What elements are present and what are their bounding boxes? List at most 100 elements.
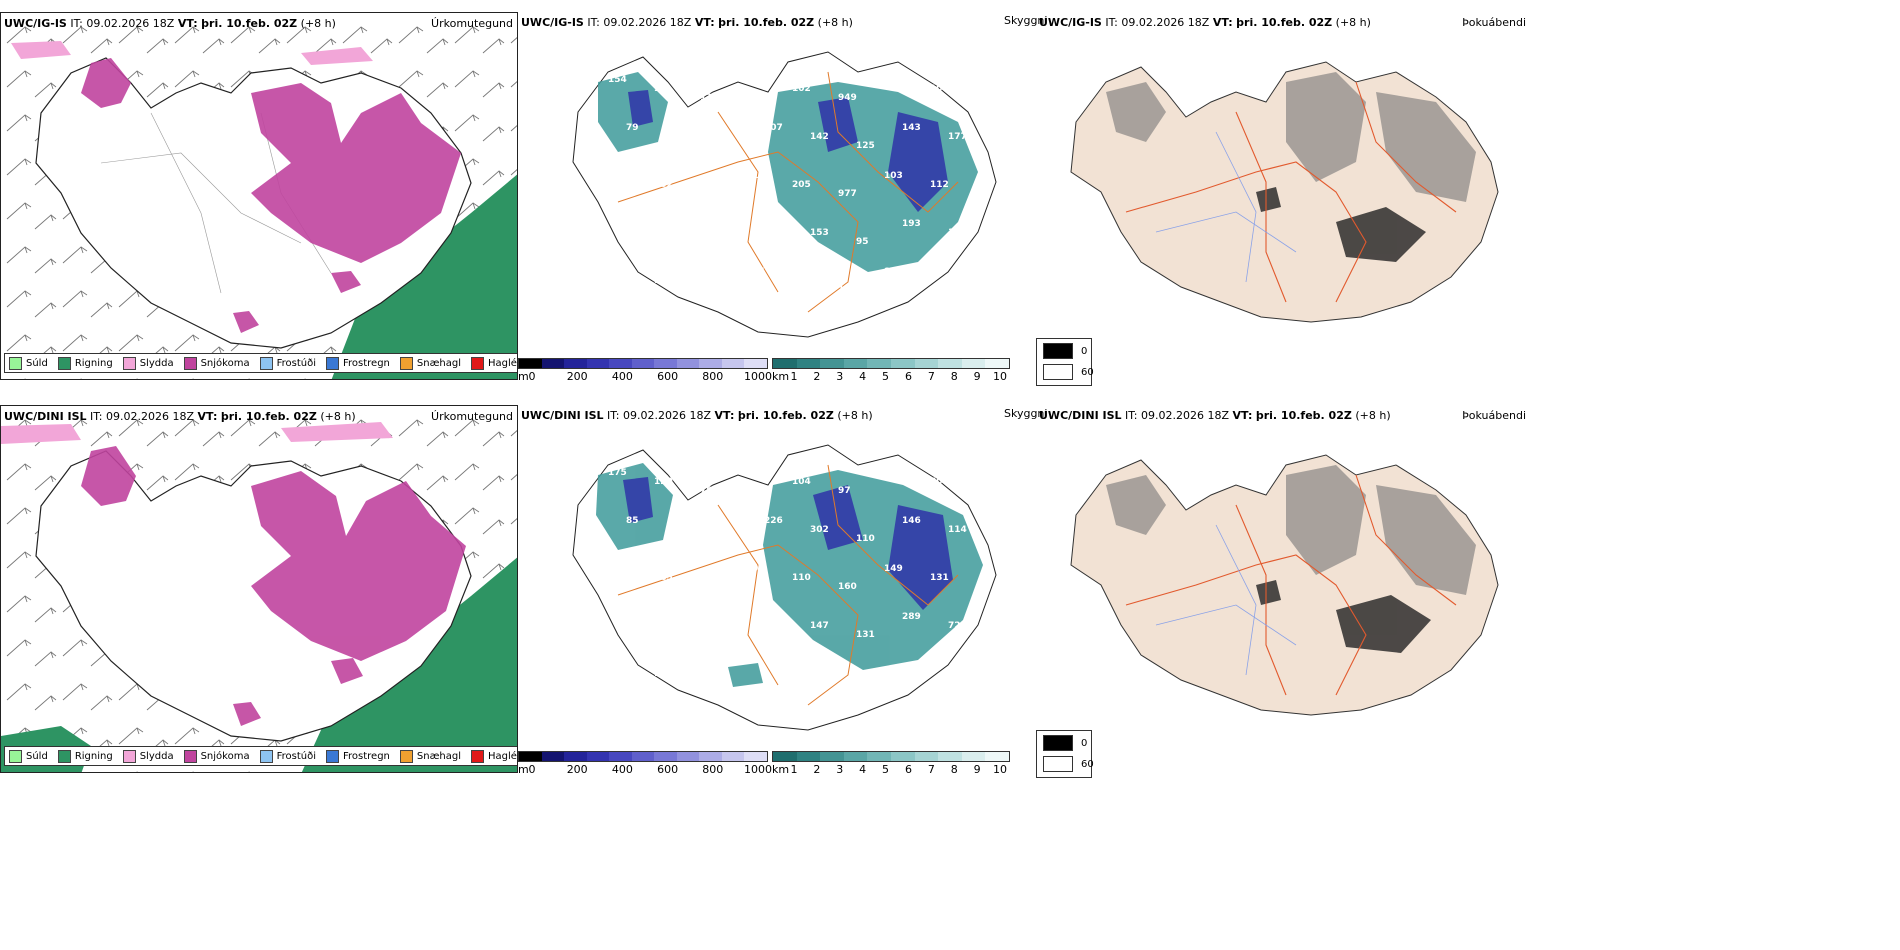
legend-item: Slydda [122, 749, 174, 763]
visibility-value-label: 440 [700, 189, 719, 199]
visibility-value-label: 79 [626, 123, 639, 133]
visibility-value-label: 142 [838, 285, 857, 295]
visibility-value-label: 170 [654, 669, 673, 679]
valid-time: þri. 10.feb. 02Z [1255, 409, 1352, 422]
legend-label: Snjókoma [200, 357, 250, 369]
visibility-value-label: 84 [626, 219, 639, 229]
legend-label: Haglél [488, 357, 518, 369]
colorbar-tick: 2 [813, 763, 821, 773]
panel-title: Þokuábendi [1462, 409, 1526, 422]
run-header: UWC/IG-IS IT: 09.02.2026 18Z VT: þri. 10… [521, 16, 853, 29]
legend-swatch [399, 749, 413, 763]
legend-swatch [183, 356, 197, 370]
precip-type-panel-bottom: UWC/DINI ISL IT: 09.02.2026 18Z VT: þri.… [0, 405, 518, 773]
run-header: UWC/IG-IS IT: 09.02.2026 18Z VT: þri. 10… [4, 17, 336, 30]
fog-map [1070, 61, 1499, 323]
colorbar-strip [518, 751, 768, 762]
colorbar-unit: m [518, 763, 529, 773]
visibility-value-label: 95 [654, 84, 667, 94]
lead-time: (+8 h) [300, 17, 336, 30]
colorbar-tick: 4 [859, 370, 867, 380]
visibility-value-label: 149 [884, 564, 903, 574]
colorbar-kilometers: km 1 2 3 4 5 6 7 8 9 10 [772, 751, 1012, 773]
model-name: UWC/IG-IS [4, 17, 67, 30]
visibility-value-label: 507 [608, 267, 627, 277]
init-time: 09.02.2026 18Z [623, 409, 712, 422]
legend-item: Súld [9, 356, 48, 370]
fog-legend-swatch [1043, 343, 1073, 359]
colorbar-tick: 7 [927, 370, 935, 380]
model-name: UWC/IG-IS [1039, 16, 1102, 29]
visibility-value-label: 104 [792, 477, 811, 487]
fog-legend-row: 0 [1043, 735, 1087, 751]
fog-legend-row: 0 [1043, 343, 1087, 359]
precip-type-map [1, 13, 517, 379]
colorbar-tick: 5 [882, 763, 890, 773]
model-name: UWC/DINI ISL [1039, 409, 1122, 422]
valid-label: VT: [1212, 16, 1233, 29]
legend-item: Rigning [57, 749, 113, 763]
legend-label: Snæhagl [416, 750, 462, 762]
visibility-value-label: 98 [654, 276, 667, 286]
colorbar-meters: m 0 200 400 600 800 1000 [518, 751, 772, 773]
panel-title: Úrkomutegund [431, 410, 513, 423]
legend-item: Frostregn [326, 749, 390, 763]
visibility-value-label: 289 [902, 612, 921, 622]
fog-legend-swatch [1043, 364, 1073, 380]
colorbar-tick: 2 [813, 370, 821, 380]
visibility-value-label: 151 [718, 141, 737, 151]
precip-legend: Súld Rigning Slydda Snjókoma Frostúði Frostre… [4, 746, 517, 766]
legend-label: Frostúði [276, 357, 316, 369]
valid-time: þri. 10.feb. 02Z [1236, 16, 1333, 29]
visibility-value-label: 177 [948, 132, 967, 142]
visibility-title: Skyggni [1004, 407, 1048, 420]
visibility-value-label: 125 [856, 141, 875, 151]
colorbar-tick: 10 [993, 370, 1007, 380]
legend-label: Snæhagl [416, 357, 462, 369]
colorbar-strip [772, 358, 1010, 369]
fog-legend-row: 60 [1043, 364, 1094, 380]
visibility-map: 154 95 116 90 102 949 111 107 79 95 151 207 142 125 14… [572, 51, 997, 338]
legend-item: Frostúði [259, 749, 316, 763]
visibility-value-label: 190 [764, 612, 783, 622]
valid-label: VT: [197, 410, 218, 423]
legend-item: Snæhagl [399, 749, 462, 763]
visibility-value-label: 302 [810, 525, 829, 535]
visibility-value-label: 567 [672, 621, 691, 631]
visibility-value-label: 949 [838, 93, 857, 103]
visibility-value-label: 146 [902, 516, 921, 526]
model-name: UWC/IG-IS [521, 16, 584, 29]
valid-label: VT: [1232, 409, 1253, 422]
visibility-value-label: 154 [608, 75, 627, 85]
visibility-value-label: 114 [948, 525, 967, 535]
fog-legend-label: 60 [1081, 758, 1094, 770]
colorbar-meters: m 0 200 400 600 800 1000 [518, 358, 772, 380]
colorbar-tick: 9 [973, 763, 981, 773]
visibility-value-label: 127 [608, 564, 627, 574]
valid-time: þri. 10.feb. 02Z [201, 17, 298, 30]
colorbar-tick: 7 [927, 763, 935, 773]
legend-label: Súld [26, 357, 48, 369]
visibility-value-label: 245 [764, 219, 783, 229]
colorbar-tick: 10 [993, 763, 1007, 773]
run-header: UWC/DINI ISL IT: 09.02.2026 18Z VT: þri.… [1039, 409, 1391, 422]
visibility-value-label: 205 [792, 180, 811, 190]
legend-swatch [326, 749, 339, 763]
legend-swatch [259, 356, 273, 370]
init-label: IT: [90, 410, 103, 423]
precip-legend: Súld Rigning Slydda Snjókoma Frostúði Frostre… [4, 353, 518, 373]
visibility-value-label: 265 [792, 276, 811, 286]
visibility-value-label: 156 [718, 237, 737, 247]
model-name: UWC/DINI ISL [521, 409, 604, 422]
valid-time: þri. 10.feb. 02Z [220, 410, 317, 423]
visibility-value-label: 85 [626, 516, 639, 526]
visibility-value-label: 102 [792, 84, 811, 94]
visibility-value-label: 265 [654, 573, 673, 583]
run-header: UWC/IG-IS IT: 09.02.2026 18Z VT: þri. 10… [1039, 16, 1371, 29]
colorbar-strip [772, 751, 1010, 762]
legend-swatch [259, 749, 273, 763]
legend-item: Frostúði [259, 356, 316, 370]
colorbar-tick: 0 [528, 370, 536, 380]
lead-time: (+8 h) [817, 16, 853, 29]
fog-map [1070, 454, 1499, 716]
